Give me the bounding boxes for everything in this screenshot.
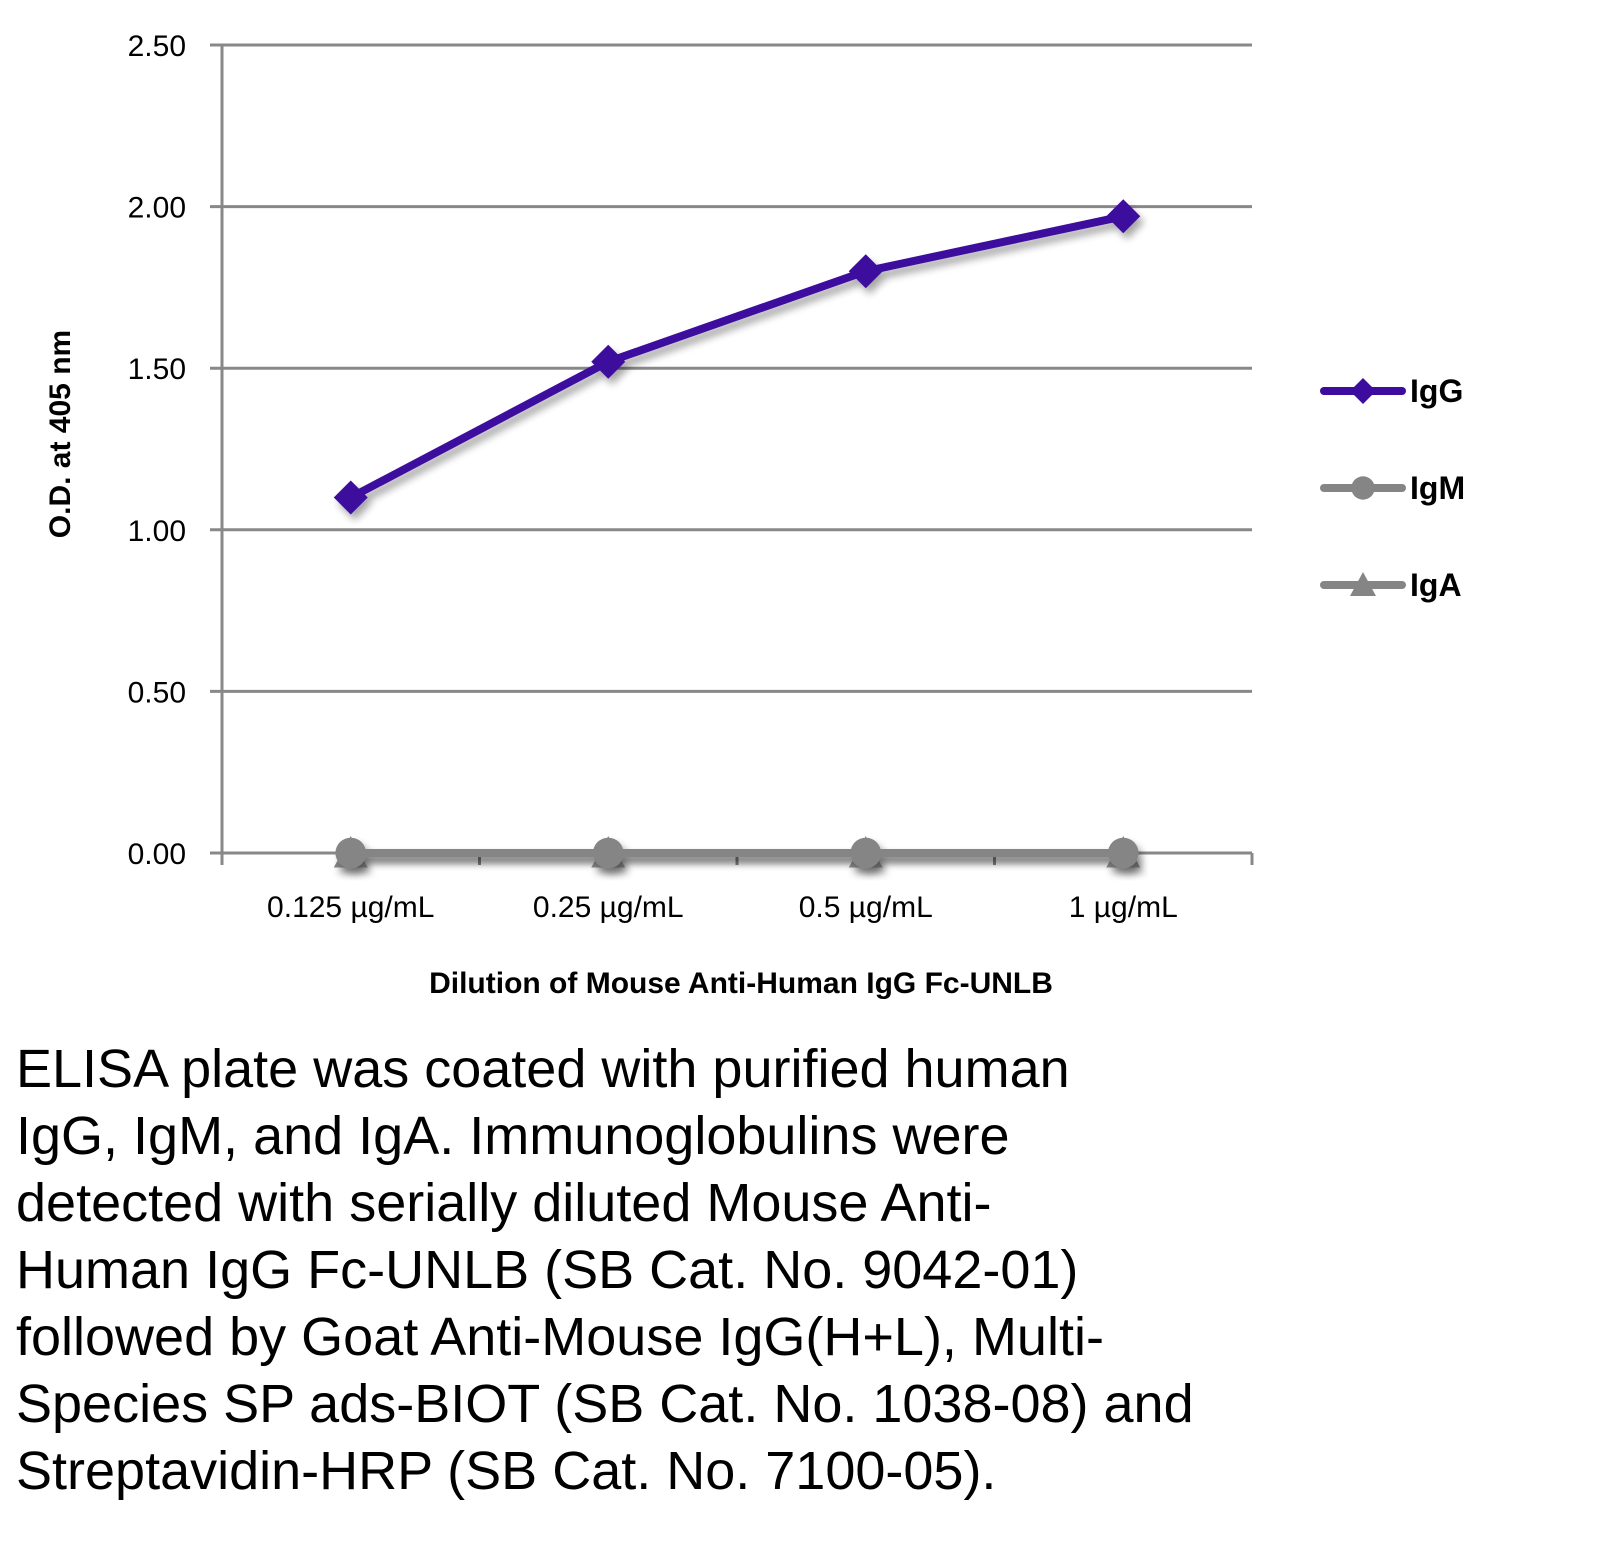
- y-tick-label: 1.50: [128, 353, 186, 386]
- caption-line: Species SP ads-BIOT (SB Cat. No. 1038-08…: [16, 1374, 1194, 1434]
- legend-label: IgG: [1410, 373, 1463, 409]
- x-tick-label: 0.5 µg/mL: [799, 891, 933, 924]
- caption-line: Streptavidin-HRP (SB Cat. No. 7100-05).: [16, 1441, 997, 1501]
- legend-label: IgM: [1410, 470, 1465, 506]
- legend-circle-icon: [1351, 476, 1375, 500]
- series-line-igg: [348, 212, 1125, 502]
- x-tick-labels: 0.125 µg/mL 0.25 µg/mL 0.5 µg/mL 1 µg/mL: [267, 891, 1178, 924]
- data-point-igm: [335, 837, 367, 869]
- data-point-igg: [591, 344, 626, 379]
- legend-item-iga: IgA: [1320, 567, 1462, 603]
- legend-item-igm: IgM: [1320, 470, 1465, 506]
- caption-line: detected with serially diluted Mouse Ant…: [16, 1173, 992, 1233]
- x-tick-label: 0.125 µg/mL: [267, 891, 434, 924]
- y-tick-label: 1.00: [128, 515, 186, 548]
- axes: [220, 45, 1254, 865]
- y-tick-labels: 0.00 0.50 1.00 1.50 2.00 2.50: [128, 30, 186, 871]
- legend-triangle-icon: [1350, 572, 1376, 597]
- legend: IgG IgM IgA: [1320, 373, 1465, 603]
- data-point-igg: [1106, 199, 1141, 234]
- series-igg: [333, 199, 1141, 515]
- series-group: [333, 199, 1141, 869]
- caption-line: followed by Goat Anti-Mouse IgG(H+L), Mu…: [16, 1307, 1104, 1367]
- y-tick-label: 2.50: [128, 30, 186, 63]
- data-point-igg: [333, 480, 368, 515]
- gridlines: [210, 43, 1252, 855]
- legend-diamond-icon: [1350, 378, 1376, 404]
- x-tick-label: 0.25 µg/mL: [533, 891, 684, 924]
- elisa-line-chart: 0.00 0.50 1.00 1.50 2.00 2.50 0.125 µg/mL 0.25…: [44, 30, 1465, 1000]
- series-igm: [335, 837, 1139, 869]
- y-tick-label: 0.50: [128, 676, 186, 709]
- figure-caption: ELISA plate was coated with purified hum…: [16, 1036, 1586, 1505]
- y-axis-title: O.D. at 405 nm: [44, 330, 77, 538]
- data-point-igm: [592, 837, 624, 869]
- caption-line: ELISA plate was coated with purified hum…: [16, 1039, 1070, 1099]
- x-tick-label: 1 µg/mL: [1069, 891, 1178, 924]
- data-point-igg: [848, 254, 883, 289]
- data-point-igm: [1107, 837, 1139, 869]
- x-axis-title: Dilution of Mouse Anti-Human IgG Fc-UNLB: [429, 967, 1053, 1000]
- legend-item-igg: IgG: [1320, 373, 1463, 409]
- data-point-igm: [850, 837, 882, 869]
- y-tick-label: 0.00: [128, 838, 186, 871]
- caption-line: Human IgG Fc-UNLB (SB Cat. No. 9042-01): [16, 1240, 1079, 1300]
- y-tick-label: 2.00: [128, 192, 186, 225]
- caption-line: IgG, IgM, and IgA. Immunoglobulins were: [16, 1106, 1010, 1166]
- legend-label: IgA: [1410, 567, 1462, 603]
